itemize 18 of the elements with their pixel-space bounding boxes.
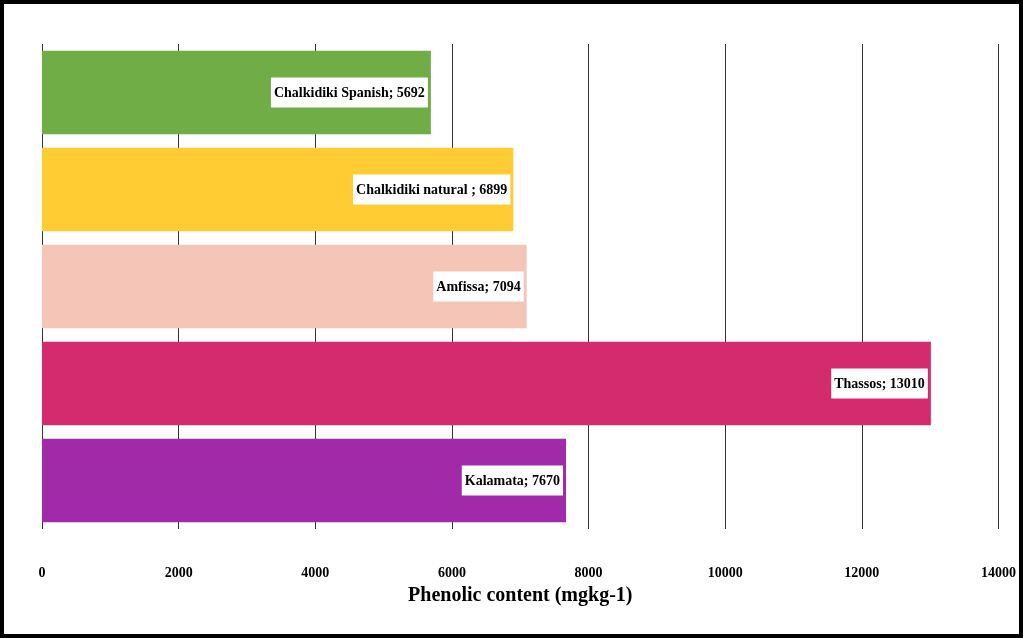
x-tick-label: 10000 — [707, 564, 743, 580]
x-tick-label: 14000 — [981, 564, 1016, 580]
data-label: Kalamata; 7670 — [464, 473, 561, 488]
data-label: Chalkidiki natural ; 6899 — [356, 182, 508, 197]
data-label: Chalkidiki Spanish; 5692 — [273, 85, 425, 100]
x-tick-label: 12000 — [844, 564, 880, 580]
bar — [42, 244, 527, 329]
bar — [42, 438, 567, 523]
x-tick-label: 2000 — [164, 564, 193, 580]
bar — [42, 341, 931, 426]
x-tick-label: 0 — [38, 564, 46, 580]
x-tick-label: 4000 — [301, 564, 330, 580]
x-tick-label: 8000 — [574, 564, 603, 580]
x-axis-title: Phenolic content (mgkg-1) — [408, 582, 633, 606]
x-tick-label: 6000 — [437, 564, 466, 580]
bar — [42, 147, 514, 232]
data-label: Amfissa; 7094 — [436, 279, 521, 294]
data-label: Thassos; 13010 — [834, 376, 925, 391]
